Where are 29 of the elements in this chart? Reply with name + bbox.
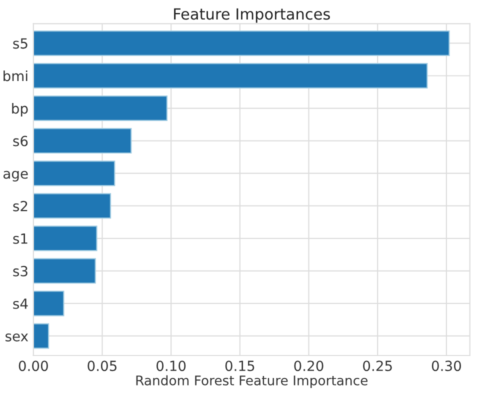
y-tick-label: s2 xyxy=(13,200,28,212)
bar xyxy=(33,96,168,122)
x-tick-label: 0.30 xyxy=(432,360,461,372)
y-tick-label: s4 xyxy=(13,298,28,309)
x-tick-label: 0.00 xyxy=(18,360,48,372)
bar xyxy=(33,193,112,219)
bar xyxy=(33,290,64,316)
x-tick-label: 0.20 xyxy=(294,360,324,372)
y-tick-label: s1 xyxy=(13,234,28,244)
bar xyxy=(33,30,450,56)
y-tick-label: s3 xyxy=(13,266,28,276)
bar xyxy=(33,226,98,252)
x-tick-label: 0.10 xyxy=(156,360,186,372)
x-tick-label: 0.25 xyxy=(363,360,392,372)
y-tick-label: bmi xyxy=(4,70,28,82)
chart-title: Feature Importances xyxy=(174,8,330,23)
bar xyxy=(33,160,116,186)
y-tick-label: s6 xyxy=(13,136,28,146)
bar xyxy=(33,258,96,284)
x-tick-label: 0.05 xyxy=(88,360,116,372)
y-tick-label: s5 xyxy=(13,38,28,49)
bar xyxy=(33,128,132,154)
y-tick-label: sex xyxy=(6,333,28,342)
y-tick-label: age xyxy=(3,170,28,182)
bar xyxy=(33,62,428,88)
x-axis-title: Random Forest Feature Importance xyxy=(136,375,368,388)
bar xyxy=(33,323,50,349)
x-tick-label: 0.15 xyxy=(225,360,254,372)
y-tick-label: bp xyxy=(12,103,28,116)
